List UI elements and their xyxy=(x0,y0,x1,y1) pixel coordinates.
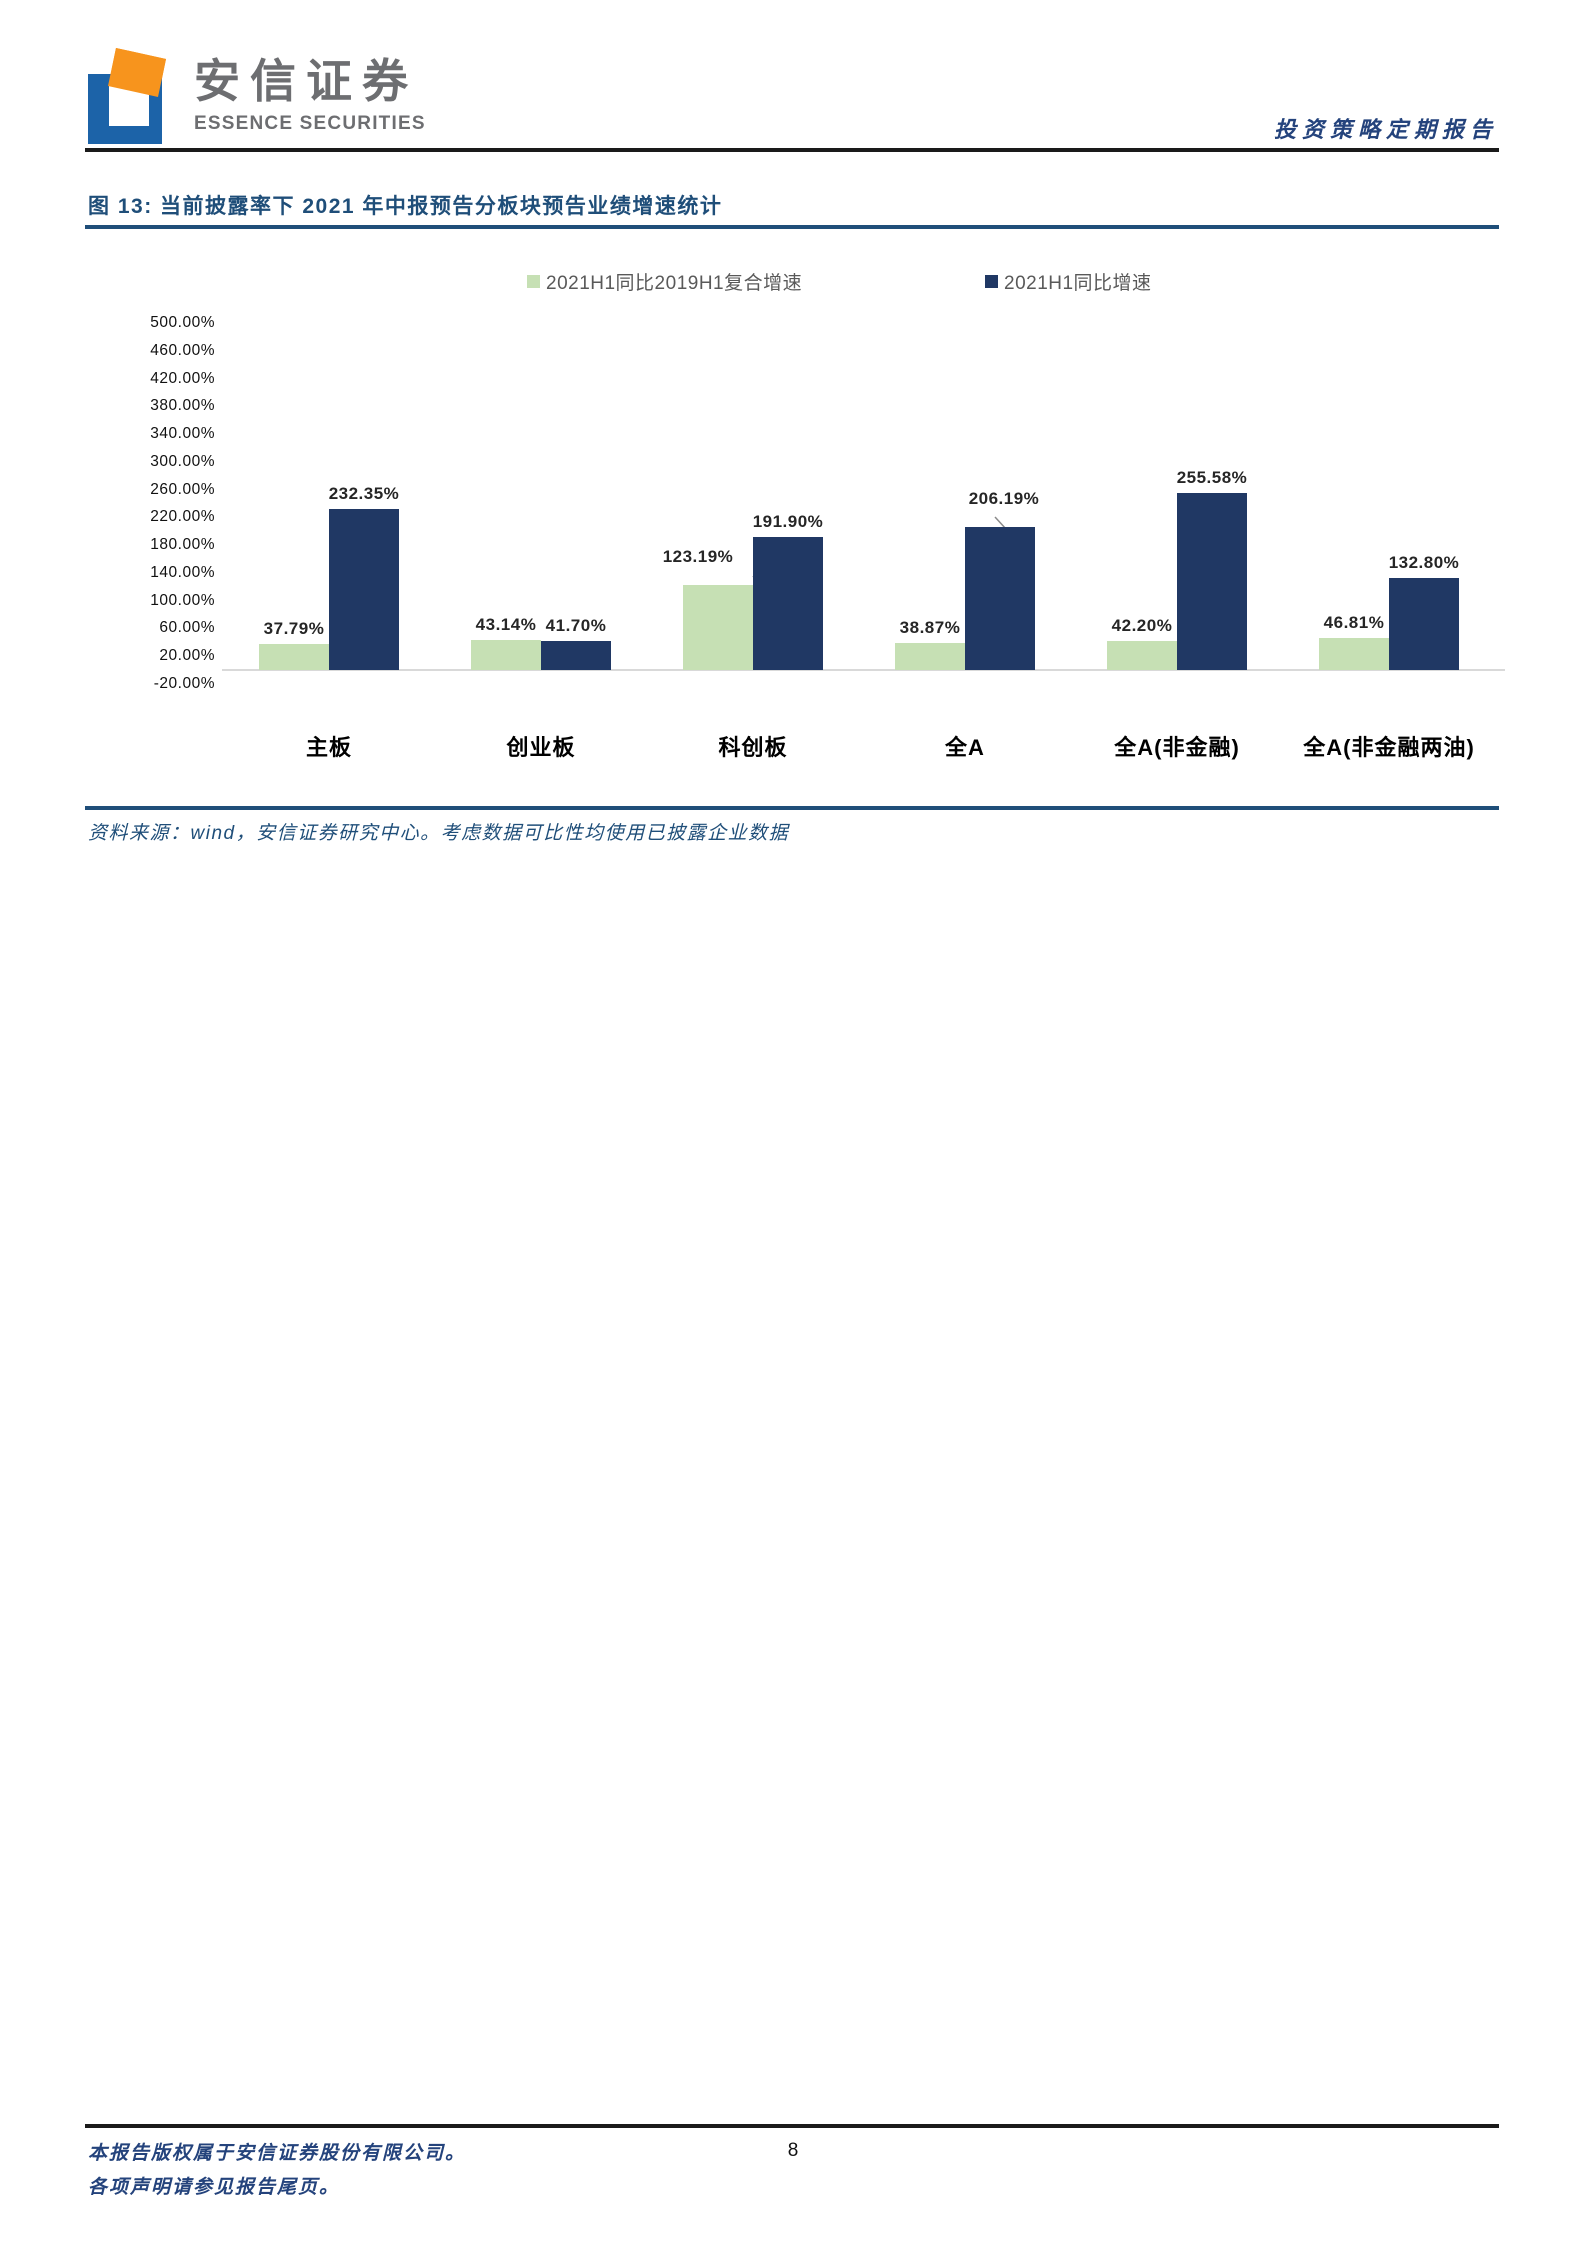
y-axis-tick-label: 500.00% xyxy=(150,314,215,331)
plot-area: 500.00% 460.00% 420.00% 380.00% 340.00% 300.0… xyxy=(85,240,1505,775)
bar-value-label: 43.14% xyxy=(475,615,537,635)
essence-cube-icon xyxy=(88,48,166,144)
y-axis-tick-label: 20.00% xyxy=(159,647,215,665)
y-axis-tick-label: 60.00% xyxy=(159,619,215,637)
report-type-label: 投资策略定期报告 xyxy=(1273,117,1498,142)
bar-yoy-1 xyxy=(541,641,611,670)
y-axis-tick-label: 100.00% xyxy=(150,591,215,609)
bar-cagr-2 xyxy=(683,584,753,670)
y-axis-tick-label: 220.00% xyxy=(150,508,215,526)
y-axis-tick-label: 180.00% xyxy=(150,536,215,554)
bar-value-label: 206.19% xyxy=(968,488,1040,508)
figure-title-divider xyxy=(85,225,1499,229)
brand-logo: 安信证券 ESSENCE SECURITIES xyxy=(88,48,426,144)
footer-disclaimer: 各项声明请参见报告尾页。 xyxy=(88,2177,341,2198)
y-axis-tick-label: 300.00% xyxy=(150,452,215,470)
y-axis-tick-label: 380.00% xyxy=(150,397,215,415)
header-divider xyxy=(85,148,1499,152)
y-axis-tick-label: 140.00% xyxy=(150,563,215,581)
x-axis-category-label: 主板 xyxy=(305,735,353,760)
bar-cagr-1 xyxy=(471,640,541,670)
y-axis-tick-label: 260.00% xyxy=(150,480,215,498)
bar-value-label: 38.87% xyxy=(899,618,961,638)
legend-swatch-green xyxy=(527,275,540,288)
bar-cagr-3 xyxy=(895,643,965,670)
x-axis-category-label: 创业板 xyxy=(506,735,576,760)
bar-cagr-4 xyxy=(1107,640,1177,670)
bar-value-label: 37.79% xyxy=(263,618,325,638)
y-axis-tick-label: -20.00% xyxy=(153,674,215,692)
bar-value-label: 41.70% xyxy=(545,616,607,636)
source-note: 资料来源：wind，安信证券研究中心。考虑数据可比性均使用已披露企业数据 xyxy=(88,823,790,844)
bar-value-label: 232.35% xyxy=(328,483,400,503)
bar-yoy-5 xyxy=(1389,577,1459,670)
bar-cagr-0 xyxy=(259,643,329,670)
bar-cagr-5 xyxy=(1319,637,1389,670)
bar-value-label: 132.80% xyxy=(1388,552,1460,572)
bar-value-label: 191.90% xyxy=(752,511,824,531)
brand-name-en: ESSENCE SECURITIES xyxy=(194,112,426,134)
y-axis-tick-label: 340.00% xyxy=(150,425,215,443)
bar-yoy-2 xyxy=(753,536,823,670)
y-axis-tick-label: 420.00% xyxy=(150,369,215,387)
figure-title: 图 13: 当前披露率下 2021 年中报预告分板块预告业绩增速统计 xyxy=(88,195,723,218)
bar-chart: 2021H1同比2019H1复合增速 2021H1同比增速 500.00% 460… xyxy=(85,240,1505,775)
footer-divider xyxy=(85,2124,1499,2128)
bar-yoy-0 xyxy=(329,508,399,670)
x-axis-category-label: 全A xyxy=(945,735,985,760)
x-axis-line xyxy=(222,669,1505,671)
legend-label-yoy: 2021H1同比增速 xyxy=(1004,273,1152,294)
legend-swatch-navy xyxy=(985,275,998,288)
legend-item-yoy: 2021H1同比增速 xyxy=(985,268,1152,295)
bar-value-label: 42.20% xyxy=(1111,615,1173,635)
brand-text: 安信证券 ESSENCE SECURITIES xyxy=(194,48,426,135)
label-leader-lines xyxy=(752,516,1007,598)
bar-value-label: 123.19% xyxy=(662,546,734,566)
footer-copyright: 本报告版权属于安信证券股份有限公司。 xyxy=(88,2143,467,2164)
bar-value-label: 46.81% xyxy=(1323,612,1385,632)
legend-label-cagr: 2021H1同比2019H1复合增速 xyxy=(546,273,803,294)
legend-item-cagr: 2021H1同比2019H1复合增速 xyxy=(527,268,802,295)
brand-name-cn: 安信证券 xyxy=(194,55,418,107)
page-number: 8 xyxy=(787,2140,799,2161)
bar-yoy-4 xyxy=(1177,492,1247,670)
source-divider xyxy=(85,806,1499,810)
x-axis-category-label: 科创板 xyxy=(718,735,788,760)
x-axis-category-label: 全A(非金融) xyxy=(1114,735,1240,760)
x-axis-category-label: 全A(非金融两油) xyxy=(1303,735,1475,760)
bar-value-label: 255.58% xyxy=(1176,467,1248,487)
bar-yoy-3 xyxy=(965,526,1035,670)
y-axis-tick-label: 460.00% xyxy=(150,341,215,359)
